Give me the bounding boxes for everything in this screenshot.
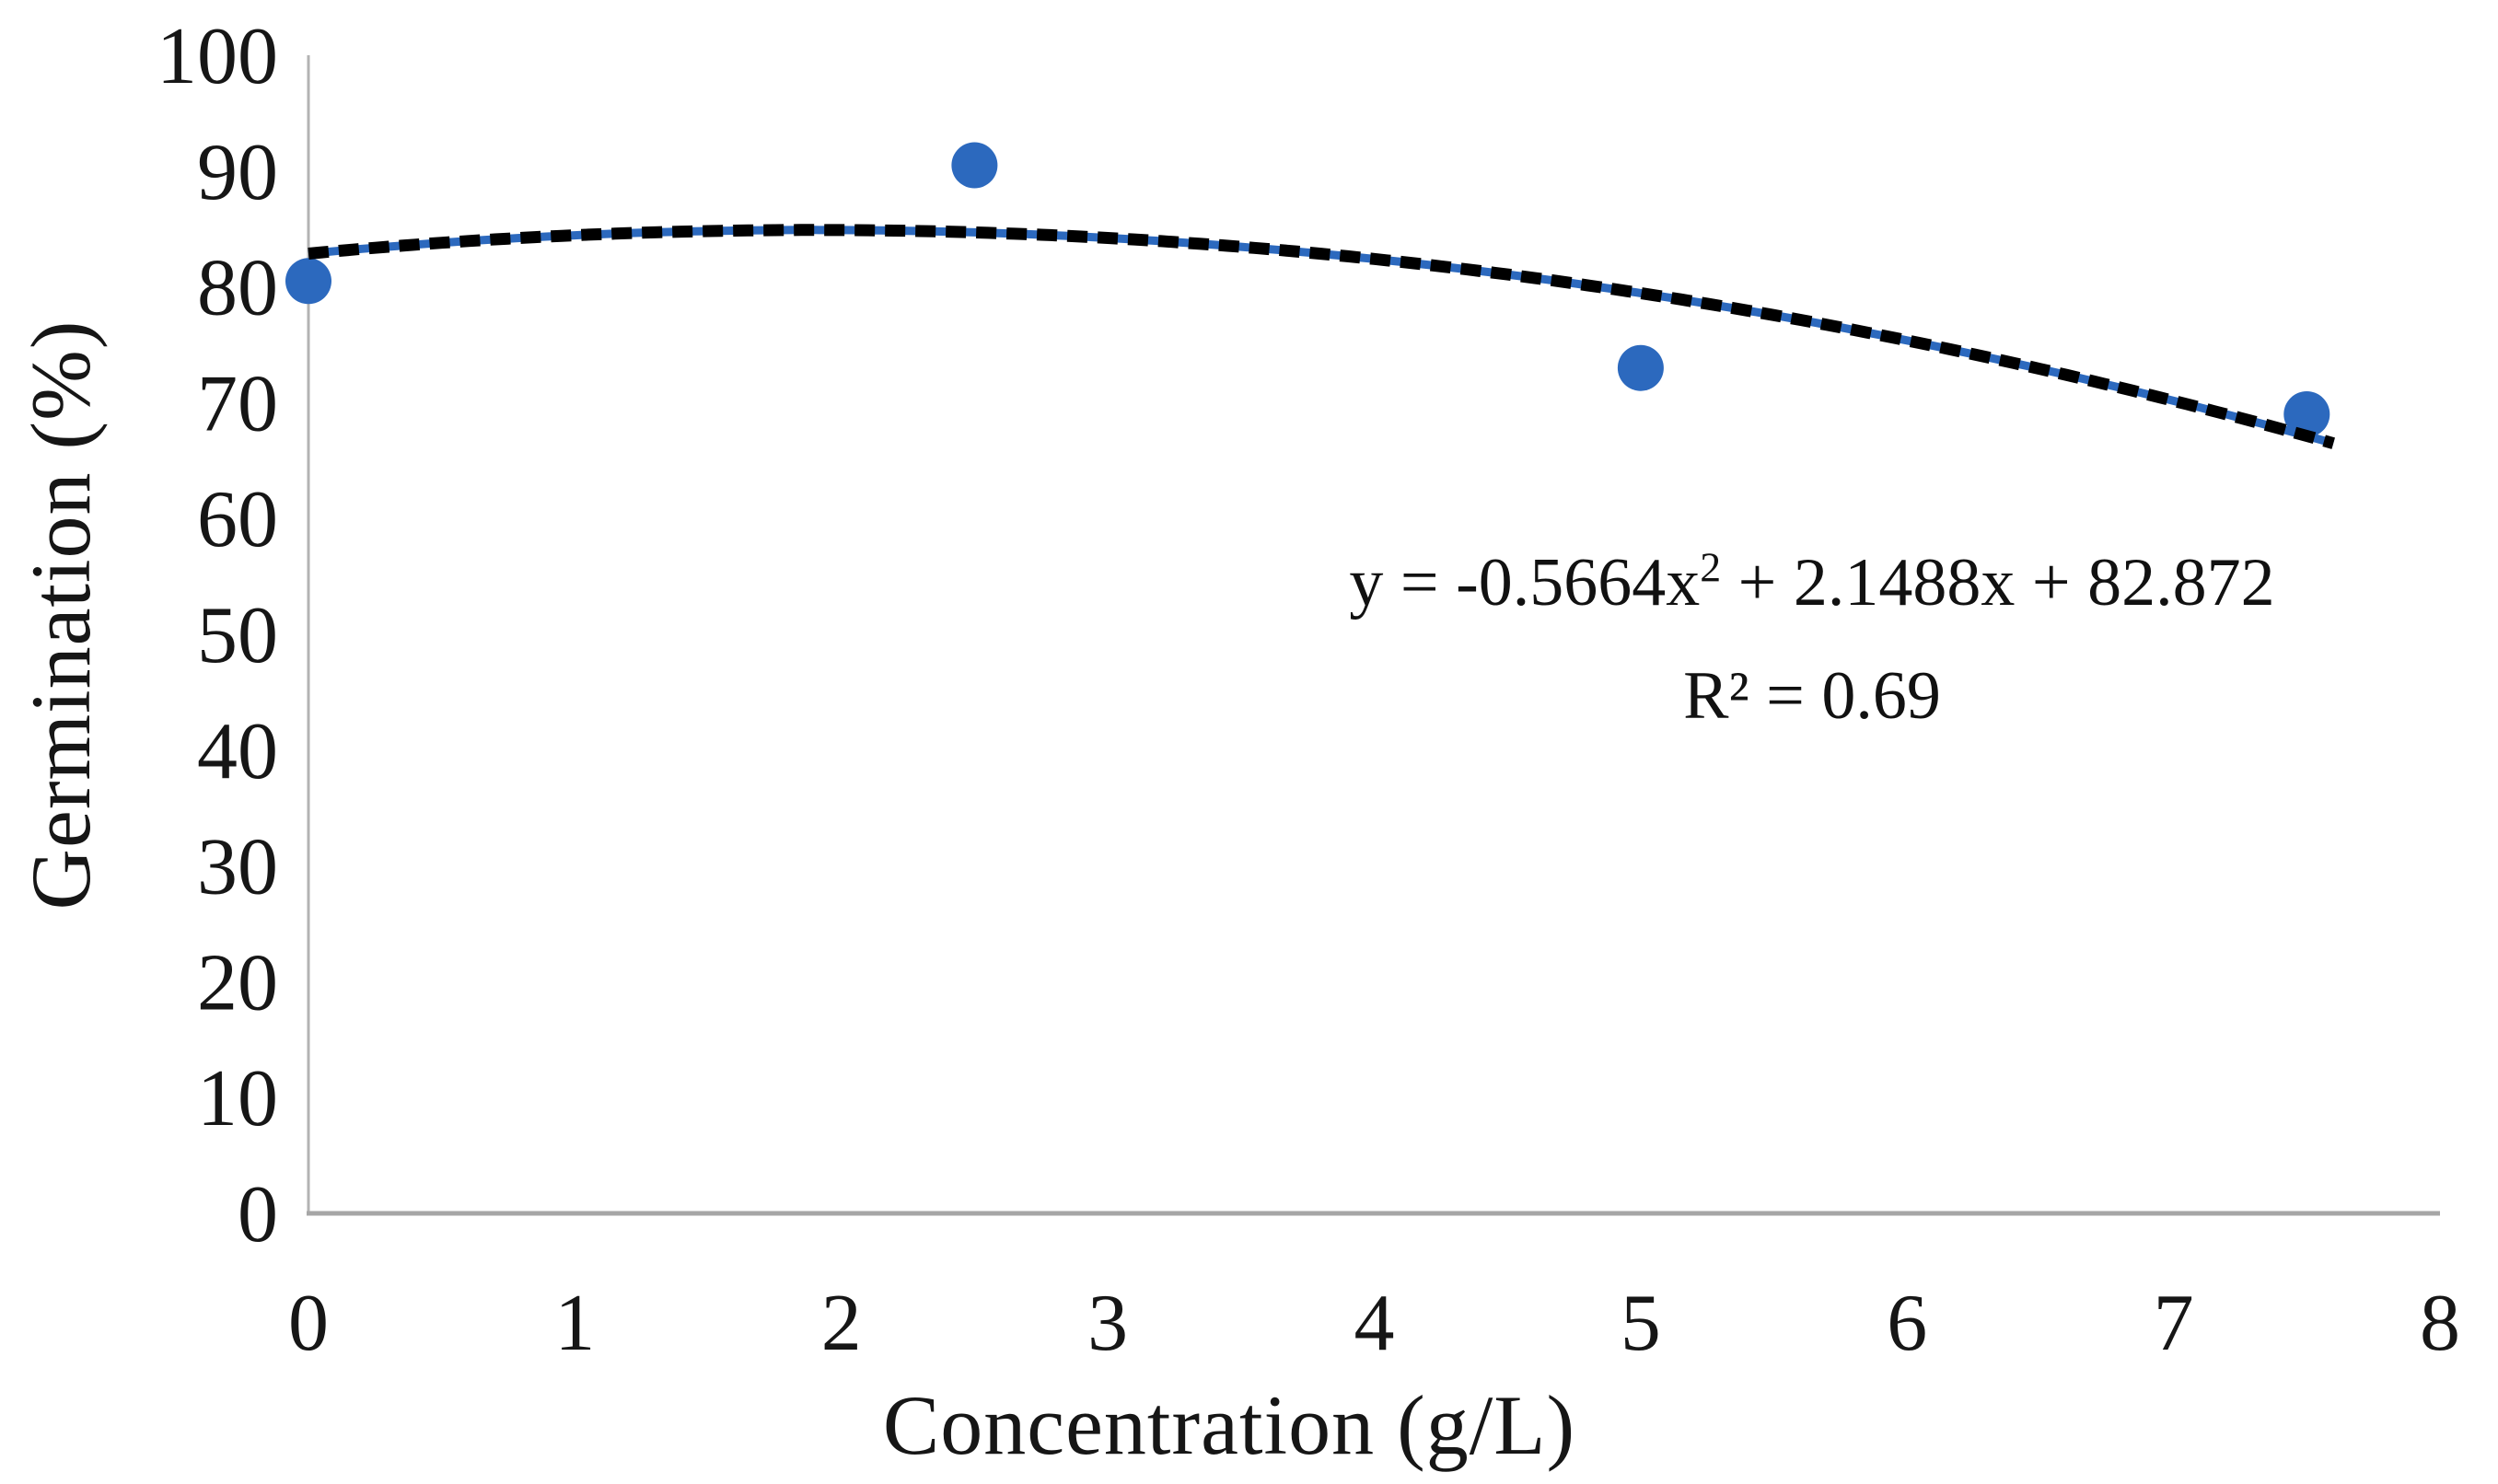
trendline-equation: y = -0.5664x2 + 2.1488x + 82.872 [1349, 527, 2274, 640]
y-axis-title: Germination (%) [14, 319, 108, 910]
data-point [2283, 391, 2330, 437]
trendline-underlay [308, 226, 2335, 447]
y-tick-label: 80 [197, 244, 278, 333]
y-tick-label: 90 [197, 128, 278, 217]
x-tick-label: 6 [1887, 1279, 1927, 1368]
x-tick-label: 0 [288, 1279, 329, 1368]
trendline-annotation: y = -0.5664x2 + 2.1488x + 82.872 R² = 0.… [1349, 527, 2274, 753]
data-point [951, 142, 998, 189]
data-point [1617, 344, 1664, 391]
y-tick-label: 70 [197, 359, 278, 448]
x-tick-label: 1 [554, 1279, 595, 1368]
y-tick-label: 40 [197, 707, 278, 796]
x-tick-label: 5 [1621, 1279, 1661, 1368]
x-tick-label: 3 [1087, 1279, 1128, 1368]
y-tick-label: 20 [197, 938, 278, 1027]
x-tick-label: 2 [821, 1279, 862, 1368]
y-tick-label: 30 [197, 823, 278, 912]
x-tick-label: 4 [1354, 1279, 1395, 1368]
r-squared-value: R² = 0.69 [1683, 657, 1941, 734]
equation-suffix: + 2.1488x + 82.872 [1721, 545, 2275, 620]
y-tick-label: 10 [197, 1054, 278, 1143]
x-tick-label: 8 [2420, 1279, 2460, 1368]
y-tick-label: 50 [197, 591, 278, 680]
y-tick-label: 100 [157, 12, 278, 101]
trendline-dashed [308, 224, 2335, 449]
x-axis-title: Concentration (g/L) [882, 1378, 1576, 1472]
data-point [285, 258, 331, 305]
equation-prefix: y = -0.5664x [1349, 545, 1701, 620]
equation-superscript: 2 [1700, 543, 1722, 591]
y-tick-label: 0 [238, 1170, 278, 1259]
y-tick-label: 60 [197, 475, 278, 564]
x-tick-label: 7 [2154, 1279, 2194, 1368]
